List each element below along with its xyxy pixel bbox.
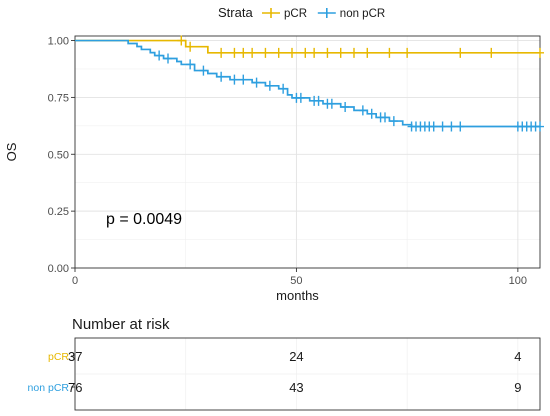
risk-table-border xyxy=(74,337,541,411)
risk-row-label: pCR xyxy=(48,351,69,363)
survival-plot: 0.00 0.25 0.50 0.75 1.00 0 50 100 months OS p = 0.… xyxy=(4,35,544,303)
censor-mark xyxy=(230,74,239,85)
censor-mark xyxy=(186,41,195,52)
censor-mark xyxy=(429,121,438,132)
censor-mark xyxy=(288,47,296,58)
censor-mark xyxy=(447,121,456,132)
risk-value: 24 xyxy=(289,349,303,364)
censor-mark xyxy=(164,53,172,64)
risk-value: 9 xyxy=(514,380,521,395)
plot-border xyxy=(74,35,541,269)
y-tick-label: 0.50 xyxy=(48,149,69,161)
censor-mark xyxy=(350,47,358,58)
censor-mark xyxy=(296,92,305,103)
censor-mark xyxy=(252,77,261,88)
censor-mark xyxy=(341,101,350,112)
censor-mark xyxy=(261,47,270,58)
legend-label-2: non pCR xyxy=(340,8,385,20)
risk-value: 4 xyxy=(514,349,521,364)
censor-mark xyxy=(177,35,186,46)
x-axis-title: months xyxy=(276,288,319,303)
censor-mark xyxy=(536,121,544,132)
censor-mark xyxy=(456,121,465,132)
censor-mark xyxy=(536,47,544,58)
censor-mark xyxy=(456,47,465,58)
censor-mark xyxy=(389,116,398,127)
censor-mark xyxy=(438,121,447,132)
censor-mark xyxy=(279,83,288,94)
y-tick-label: 0.75 xyxy=(48,92,69,104)
censor-mark xyxy=(314,95,323,106)
censor-mark xyxy=(186,59,195,70)
censor-mark xyxy=(199,65,208,76)
y-tick-label: 1.00 xyxy=(48,36,69,48)
censor-mark xyxy=(385,47,394,58)
censor-mark xyxy=(403,47,412,58)
risk-value: 37 xyxy=(68,349,82,364)
x-tick-label: 0 xyxy=(72,275,78,287)
censor-mark xyxy=(363,47,372,58)
censor-mark xyxy=(301,47,310,58)
legend: Strata pCR non pCR xyxy=(218,5,385,20)
censor-mark xyxy=(336,47,345,58)
censor-mark xyxy=(274,47,283,58)
censor-mark xyxy=(239,74,248,85)
y-tick-label: 0.25 xyxy=(48,206,69,218)
censor-mark xyxy=(310,47,319,58)
legend-label-1: pCR xyxy=(284,8,307,20)
censor-mark xyxy=(217,71,226,82)
censor-mark xyxy=(358,105,367,116)
censor-mark xyxy=(230,47,239,58)
risk-table-title: Number at risk xyxy=(72,316,170,333)
risk-row-label: non pCR xyxy=(28,382,70,394)
y-axis-title: OS xyxy=(4,142,19,161)
censor-mark xyxy=(217,47,226,58)
censor-mark xyxy=(323,47,332,58)
p-value-annotation: p = 0.0049 xyxy=(106,211,182,228)
censor-mark xyxy=(381,112,389,123)
x-tick-label: 50 xyxy=(290,275,302,287)
censor-mark xyxy=(367,108,376,119)
x-tick-label: 100 xyxy=(509,275,527,287)
censor-mark xyxy=(155,50,164,61)
risk-table: pCR 37 24 4 non pCR 76 43 9 xyxy=(28,337,541,411)
censor-mark xyxy=(487,47,496,58)
censor-mark xyxy=(239,47,248,58)
censor-mark xyxy=(248,47,257,58)
censor-mark xyxy=(327,98,336,109)
censor-mark xyxy=(265,80,274,91)
risk-value: 43 xyxy=(289,380,303,395)
risk-value: 76 xyxy=(68,380,82,395)
y-tick-label: 0.00 xyxy=(48,263,69,275)
legend-title: Strata xyxy=(218,5,253,20)
plot-background xyxy=(75,36,540,268)
